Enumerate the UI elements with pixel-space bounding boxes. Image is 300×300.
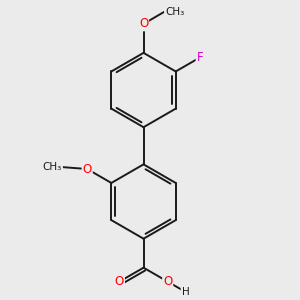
Text: F: F — [196, 51, 203, 64]
Text: CH₃: CH₃ — [43, 162, 62, 172]
Text: O: O — [139, 17, 148, 30]
Text: O: O — [115, 275, 124, 288]
Text: O: O — [163, 275, 172, 288]
Text: CH₃: CH₃ — [165, 7, 184, 17]
Text: O: O — [82, 163, 92, 176]
Text: H: H — [182, 287, 189, 297]
